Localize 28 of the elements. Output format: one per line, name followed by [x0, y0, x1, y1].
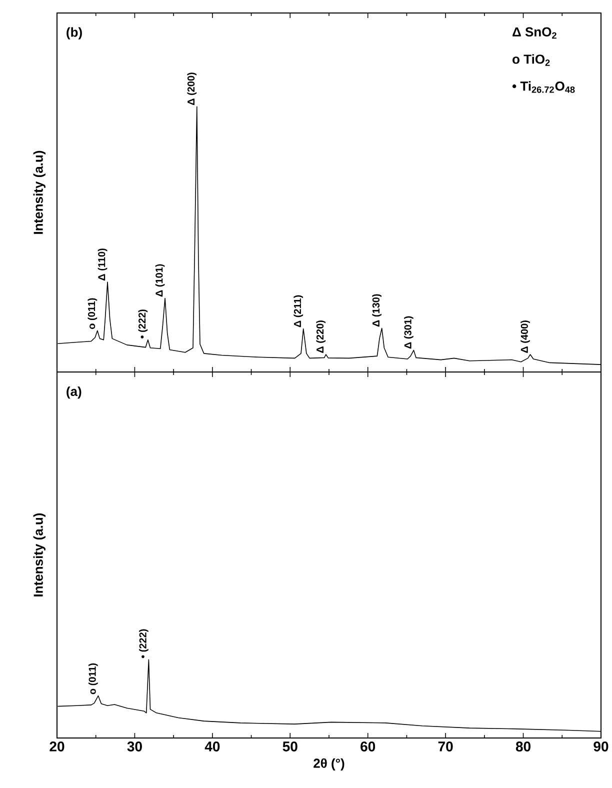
annotation: Δ (130) — [372, 294, 382, 327]
annotation: o (011) — [88, 298, 98, 330]
annotation: • (222) — [138, 310, 148, 338]
annotation: Δ (110) — [98, 248, 108, 280]
text: • Ti$_{26.72}$O$_{48}$ — [512, 81, 575, 93]
annotation: Δ (200) — [187, 72, 197, 106]
annotation: Δ (220) — [316, 320, 326, 353]
x-tick-label: 80 — [516, 742, 530, 752]
text: o TiO$_{2}$ — [512, 54, 550, 66]
chart-title: (a) — [66, 386, 82, 399]
annotation: Δ (301) — [404, 316, 414, 349]
x-tick-label: 90 — [594, 742, 608, 752]
x-tick-label: 50 — [282, 742, 298, 752]
annotation: Δ (211) — [294, 295, 304, 328]
x-tick-label: 70 — [438, 742, 453, 752]
annotation: Δ (400) — [520, 320, 530, 353]
x-tick-label: 30 — [127, 742, 142, 752]
annotation: • (222) — [139, 629, 148, 658]
annotation: o (011) — [88, 663, 98, 694]
y-axis-title: Intensity (a.u) — [33, 150, 46, 234]
x-axis-title: 2θ (°) — [314, 758, 344, 770]
annotation: Δ (101) — [155, 264, 165, 297]
x-tick-label: 40 — [204, 742, 220, 752]
x-tick-label: 20 — [50, 742, 64, 752]
y-axis-title: Intensity (a.u) — [33, 513, 46, 596]
text: Δ SnO$_{2}$ — [512, 27, 556, 39]
x-tick-label: 60 — [360, 742, 376, 752]
chart-title: (b) — [66, 27, 82, 40]
